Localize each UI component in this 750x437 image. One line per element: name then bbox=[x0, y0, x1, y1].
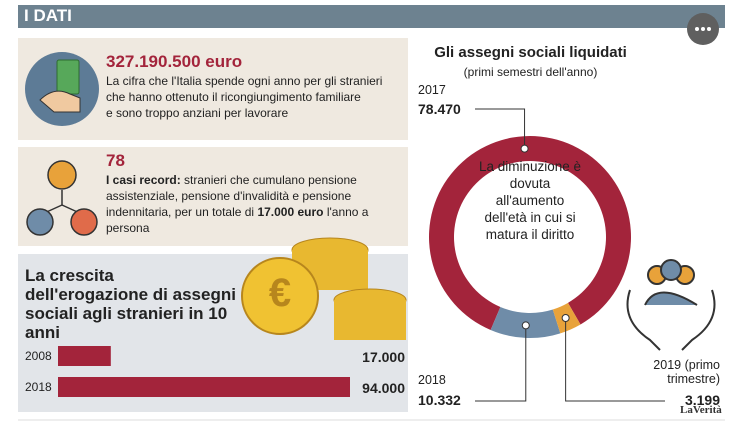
leader-line bbox=[475, 325, 527, 402]
bar-value: 17.000 bbox=[362, 349, 405, 365]
donut-title: Gli assegni sociali liquidati bbox=[434, 44, 627, 61]
logo: LaVerità bbox=[680, 404, 722, 416]
money-icon bbox=[25, 52, 99, 126]
donut-value: 3.199 bbox=[684, 392, 720, 408]
people-icon bbox=[26, 160, 98, 236]
donut-value: 10.332 bbox=[418, 392, 461, 408]
fact-lead: I casi record: bbox=[106, 173, 181, 187]
leader-dot bbox=[520, 144, 529, 153]
fact-text: La cifra che l'Italia spende ogni anno p… bbox=[106, 73, 382, 121]
fact-amount: 78 bbox=[106, 151, 125, 170]
bar bbox=[58, 377, 350, 397]
bar bbox=[58, 346, 111, 366]
fact-text: l'anno a persona bbox=[106, 205, 369, 235]
donut-annotation: La diminuzione è dovuta all'aumento dell… bbox=[478, 159, 582, 242]
bar-label: 2008 bbox=[25, 349, 52, 363]
leader-dot bbox=[561, 314, 570, 323]
leader-line bbox=[475, 108, 526, 149]
header-title: I DATI bbox=[24, 6, 72, 25]
bar-chart-title: La crescita dell'erogazione di assegni s… bbox=[25, 266, 236, 342]
fact-line: che hanno ottenuto il ricongiungimento f… bbox=[106, 90, 361, 104]
donut-subtitle: (primi semestri dell'anno) bbox=[463, 65, 598, 79]
fact-amount: 327.190.500 euro bbox=[106, 52, 243, 71]
bar-value: 94.000 bbox=[362, 380, 405, 396]
donut-value: 78.470 bbox=[418, 101, 461, 117]
fact-text: I casi record: stranieri che cumulano pe… bbox=[106, 172, 386, 236]
fact-line: La cifra che l'Italia spende ogni anno p… bbox=[106, 74, 383, 88]
fact-bold: 17.000 euro bbox=[257, 205, 324, 219]
header-bar bbox=[18, 5, 725, 28]
donut-label: 2017 bbox=[418, 83, 446, 97]
donut-label: 2019 (primo trimestre) bbox=[653, 358, 720, 386]
donut-label: 2018 bbox=[418, 373, 446, 387]
menu-dots bbox=[695, 27, 711, 31]
bar-label: 2018 bbox=[25, 380, 52, 394]
fact-line: e sono troppo anziani per lavorare bbox=[106, 106, 289, 120]
leader-line bbox=[565, 318, 665, 402]
hands-icon bbox=[626, 259, 716, 351]
fact-text: stranieri che cumulano pensione assisten… bbox=[106, 173, 357, 219]
leader-dot bbox=[521, 321, 530, 330]
coins-icon: € bbox=[241, 237, 407, 340]
euro-symbol: € bbox=[269, 271, 291, 315]
